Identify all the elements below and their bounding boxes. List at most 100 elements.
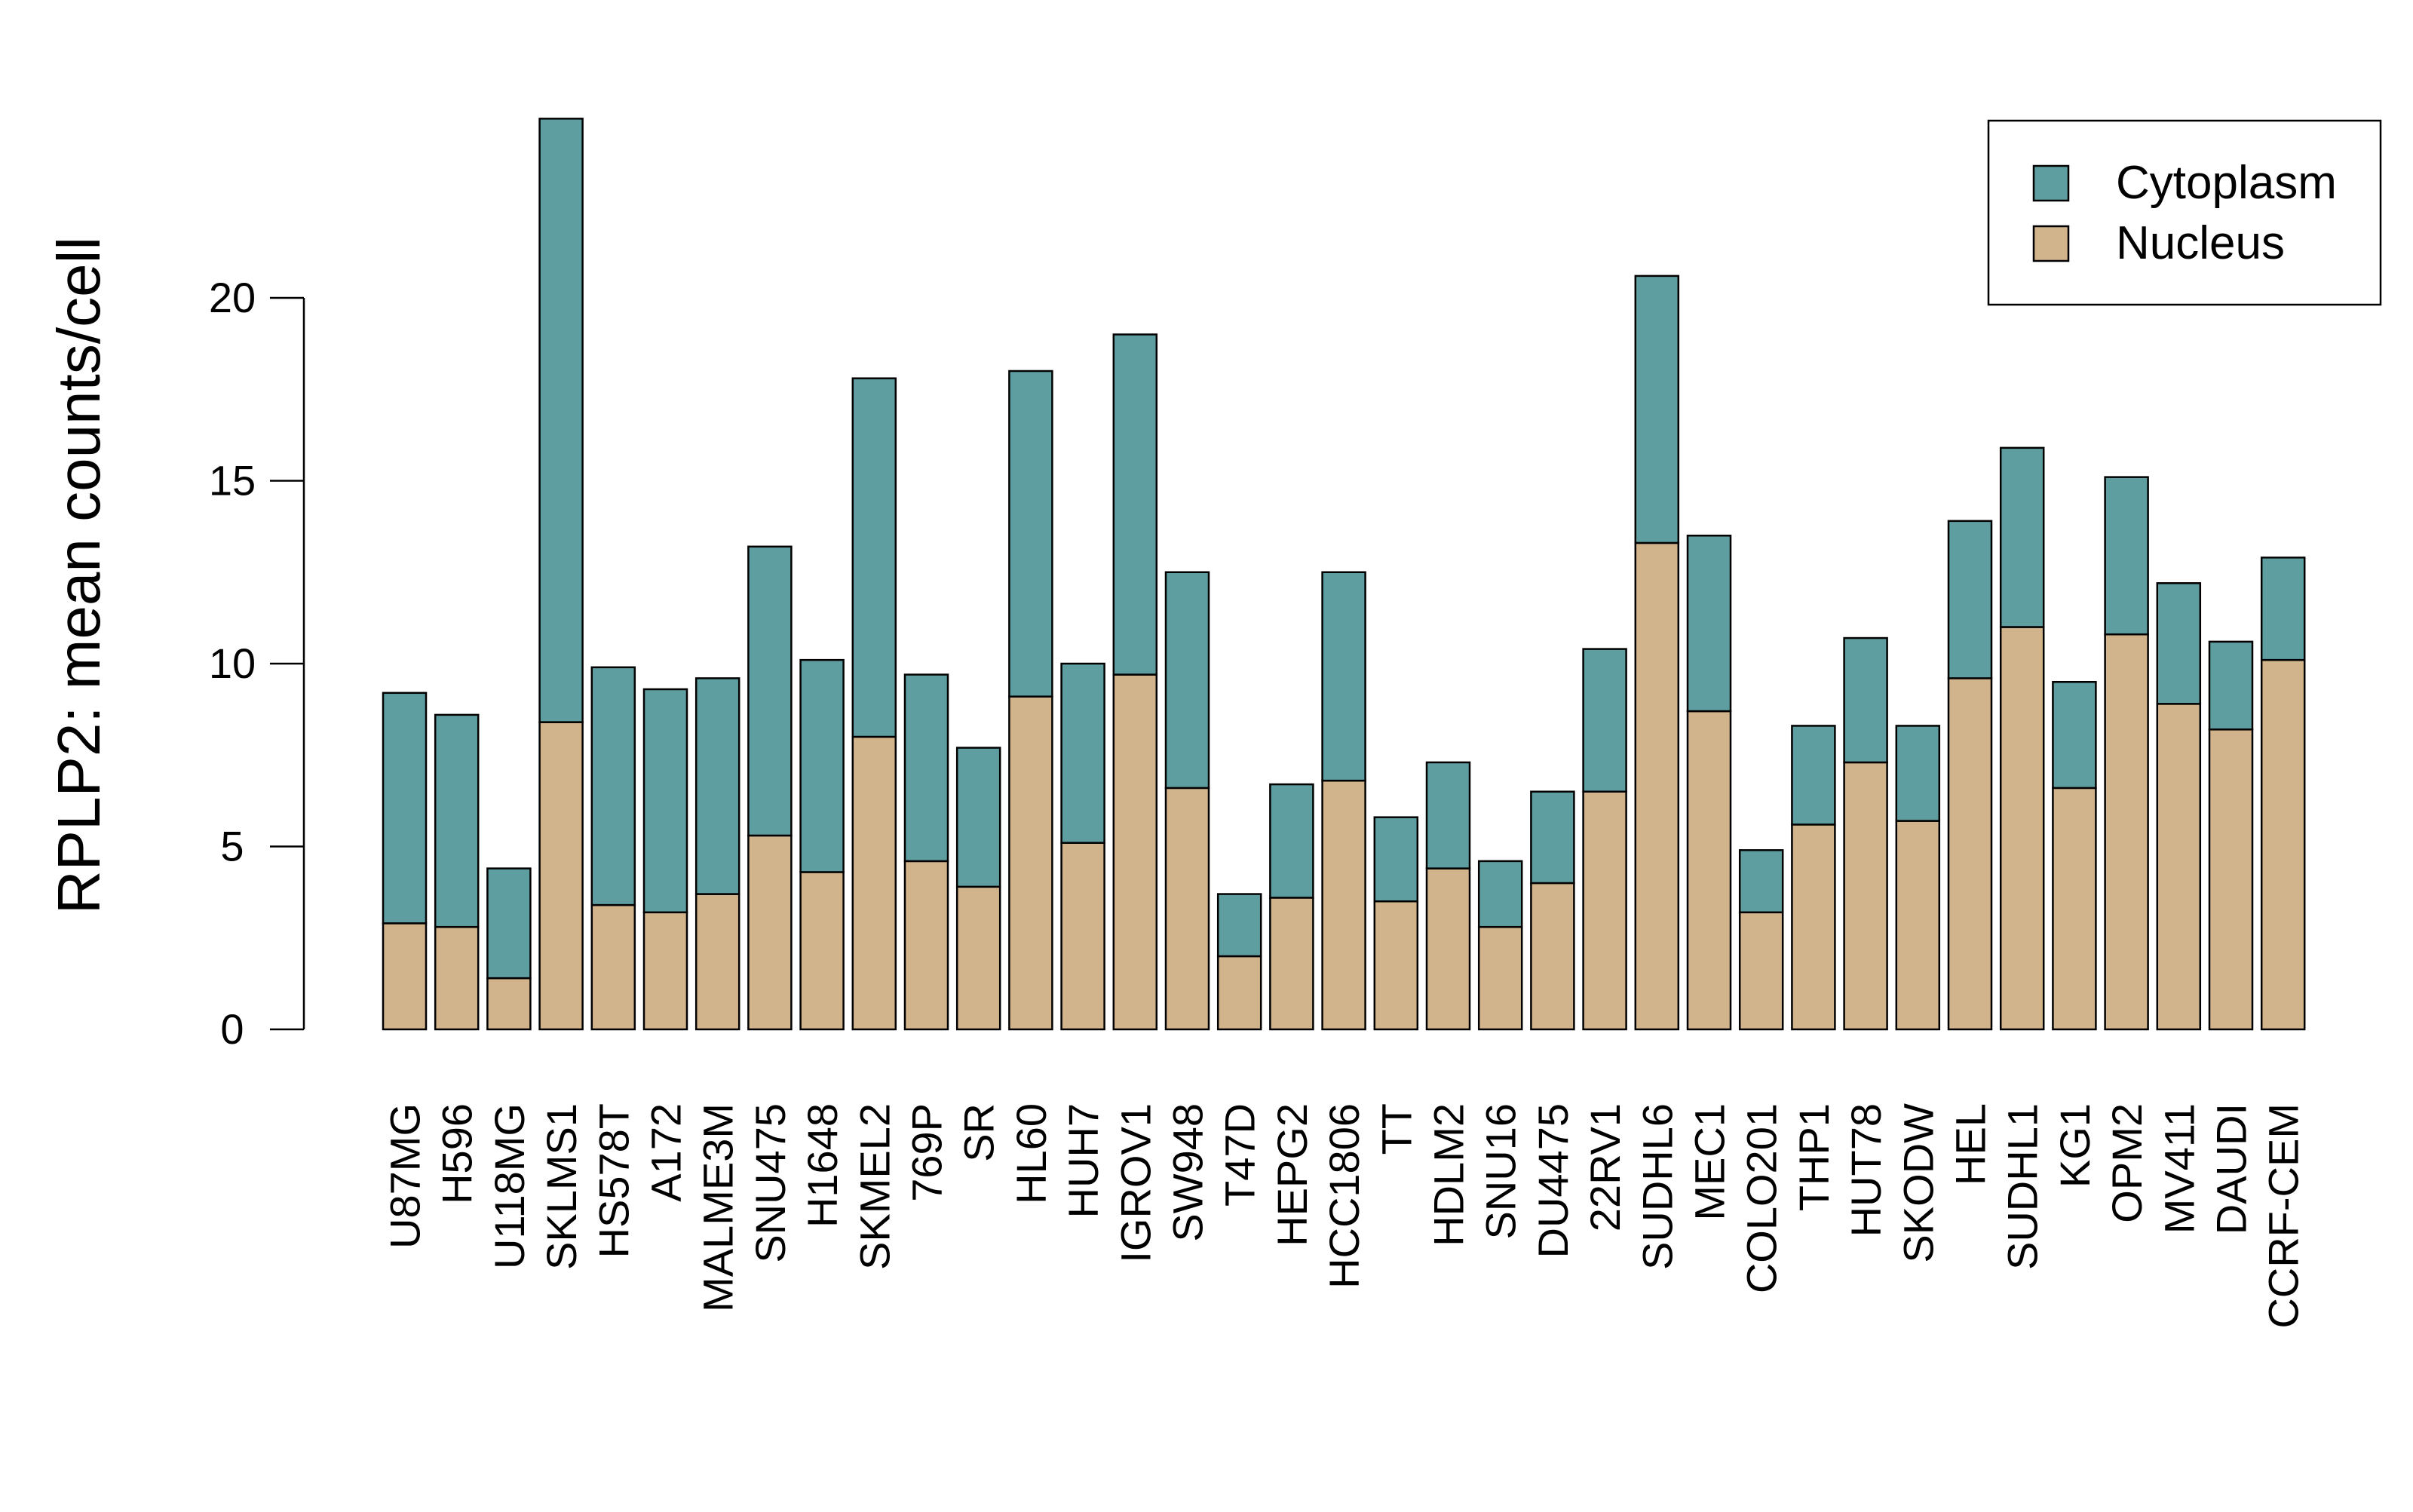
bar-cytoplasm-HEPG2 — [1269, 783, 1314, 899]
x-tick-label: COLO201 — [1738, 1103, 1786, 1293]
bar-nucleus-H1648 — [799, 871, 845, 1031]
x-tick-label: HDLM2 — [1425, 1103, 1473, 1247]
x-tick-label: SR — [955, 1103, 1003, 1162]
x-tick-label: DU4475 — [1529, 1103, 1577, 1258]
bar-nucleus-COLO201 — [1738, 911, 1784, 1031]
bar-nucleus-THP1 — [1791, 823, 1836, 1031]
bar-nucleus-IGROV1 — [1112, 673, 1158, 1031]
x-tick-label: CCRF-CEM — [2260, 1103, 2307, 1329]
x-tick-label: THP1 — [1790, 1103, 1838, 1211]
x-tick-label: KG1 — [2051, 1103, 2099, 1188]
x-tick-label: SUDHL1 — [1999, 1103, 2047, 1270]
x-tick-label: MEC1 — [1686, 1103, 1734, 1221]
x-tick-label: SNU475 — [747, 1103, 794, 1263]
x-tick-label: SKODW — [1894, 1103, 1942, 1263]
bar-nucleus-HUH7 — [1060, 842, 1105, 1031]
bar-cytoplasm-MALME3M — [694, 677, 740, 895]
bar-cytoplasm-SUDHL1 — [1999, 446, 2045, 628]
bar-cytoplasm-HS578T — [590, 666, 636, 906]
bar-cytoplasm-SW948 — [1164, 571, 1210, 790]
bar-cytoplasm-DU4475 — [1530, 790, 1575, 885]
bar-nucleus-U118MG — [486, 977, 532, 1031]
x-tick-label: U87MG — [382, 1103, 429, 1249]
bar-cytoplasm-SKODW — [1895, 725, 1941, 822]
bar-nucleus-KG1 — [2052, 787, 2097, 1031]
x-tick-label: H1648 — [799, 1103, 846, 1228]
x-tick-label: 769P — [903, 1103, 951, 1202]
x-tick-label: HEL — [1947, 1103, 1994, 1185]
x-tick-label: A172 — [642, 1103, 690, 1202]
bar-nucleus-22RV1 — [1582, 790, 1627, 1031]
x-tick-label: SKLMS1 — [538, 1103, 585, 1270]
x-tick-label: 22RV1 — [1581, 1103, 1629, 1231]
bar-nucleus-SKODW — [1895, 820, 1941, 1031]
bar-cytoplasm-SNU475 — [747, 545, 793, 837]
bar-cytoplasm-SR — [955, 747, 1001, 888]
x-tick-label: TT — [1372, 1103, 1420, 1155]
bar-cytoplasm-HDLM2 — [1425, 761, 1471, 869]
bar-nucleus-MALME3M — [694, 893, 740, 1031]
bar-cytoplasm-TT — [1373, 816, 1419, 903]
x-tick-label: SUDHL6 — [1633, 1103, 1681, 1270]
x-tick-label: HS578T — [590, 1103, 637, 1258]
bar-cytoplasm-769P — [903, 673, 949, 863]
bar-nucleus-A172 — [642, 911, 688, 1031]
bar-cytoplasm-U87MG — [382, 692, 428, 925]
x-tick-label: T47D — [1216, 1103, 1264, 1207]
x-tick-label: IGROV1 — [1111, 1103, 1159, 1263]
bar-nucleus-DU4475 — [1530, 882, 1575, 1031]
bar-nucleus-H596 — [434, 925, 480, 1031]
bar-nucleus-SKMEL2 — [851, 735, 897, 1031]
x-tick-label: HCC1806 — [1320, 1103, 1368, 1289]
bar-cytoplasm-T47D — [1216, 893, 1262, 958]
x-tick-label: HUT78 — [1842, 1103, 1890, 1237]
bar-cytoplasm-COLO201 — [1738, 849, 1784, 914]
legend-swatch-cytoplasm — [2032, 164, 2070, 202]
x-tick-label: SW948 — [1164, 1103, 1212, 1242]
x-tick-label: HL60 — [1007, 1103, 1055, 1204]
bar-cytoplasm-HUT78 — [1843, 636, 1888, 764]
bar-cytoplasm-SKLMS1 — [538, 118, 584, 723]
bar-nucleus-SNU475 — [747, 834, 793, 1031]
bar-cytoplasm-MV411 — [2156, 582, 2202, 705]
bar-cytoplasm-SUDHL6 — [1634, 274, 1680, 544]
bar-cytoplasm-IGROV1 — [1112, 333, 1158, 676]
bar-nucleus-DAUDI — [2208, 728, 2254, 1031]
x-tick-label: OPM2 — [2103, 1103, 2151, 1223]
x-tick-label: DAUDI — [2208, 1103, 2255, 1234]
bar-cytoplasm-H1648 — [799, 658, 845, 873]
bar-cytoplasm-HUH7 — [1060, 662, 1105, 844]
x-tick-label: MV411 — [2155, 1103, 2203, 1234]
bar-nucleus-HL60 — [1008, 695, 1053, 1031]
bar-cytoplasm-MEC1 — [1686, 535, 1732, 713]
bar-nucleus-OPM2 — [2104, 633, 2149, 1031]
bar-nucleus-U87MG — [382, 922, 428, 1031]
bar-cytoplasm-THP1 — [1791, 725, 1836, 826]
bar-nucleus-HDLM2 — [1425, 867, 1471, 1031]
bar-cytoplasm-A172 — [642, 688, 688, 914]
bar-group — [382, 118, 2306, 1031]
bar-cytoplasm-HEL — [1947, 520, 1993, 679]
bar-cytoplasm-H596 — [434, 713, 480, 928]
bar-cytoplasm-HCC1806 — [1321, 571, 1366, 782]
bar-nucleus-MEC1 — [1686, 710, 1732, 1031]
x-tick-label: MALME3M — [694, 1103, 742, 1312]
bar-nucleus-SKLMS1 — [538, 721, 584, 1031]
bar-cytoplasm-HL60 — [1008, 370, 1053, 698]
legend-label-cytoplasm: Cytoplasm — [2116, 157, 2337, 209]
bar-nucleus-HCC1806 — [1321, 779, 1366, 1031]
bar-nucleus-TT — [1373, 900, 1419, 1031]
y-tick-label: 0 — [220, 1005, 244, 1053]
bar-cytoplasm-U118MG — [486, 867, 532, 980]
x-tick-label: HUH7 — [1059, 1103, 1107, 1218]
bar-cytoplasm-OPM2 — [2104, 476, 2149, 636]
bar-nucleus-SR — [955, 885, 1001, 1031]
bar-nucleus-SUDHL1 — [1999, 626, 2045, 1031]
x-tick-label: SKMEL2 — [851, 1103, 898, 1270]
bar-nucleus-769P — [903, 860, 949, 1031]
bar-nucleus-HEL — [1947, 677, 1993, 1031]
bar-nucleus-SNU16 — [1477, 925, 1523, 1031]
legend-swatch-nucleus — [2032, 225, 2070, 262]
